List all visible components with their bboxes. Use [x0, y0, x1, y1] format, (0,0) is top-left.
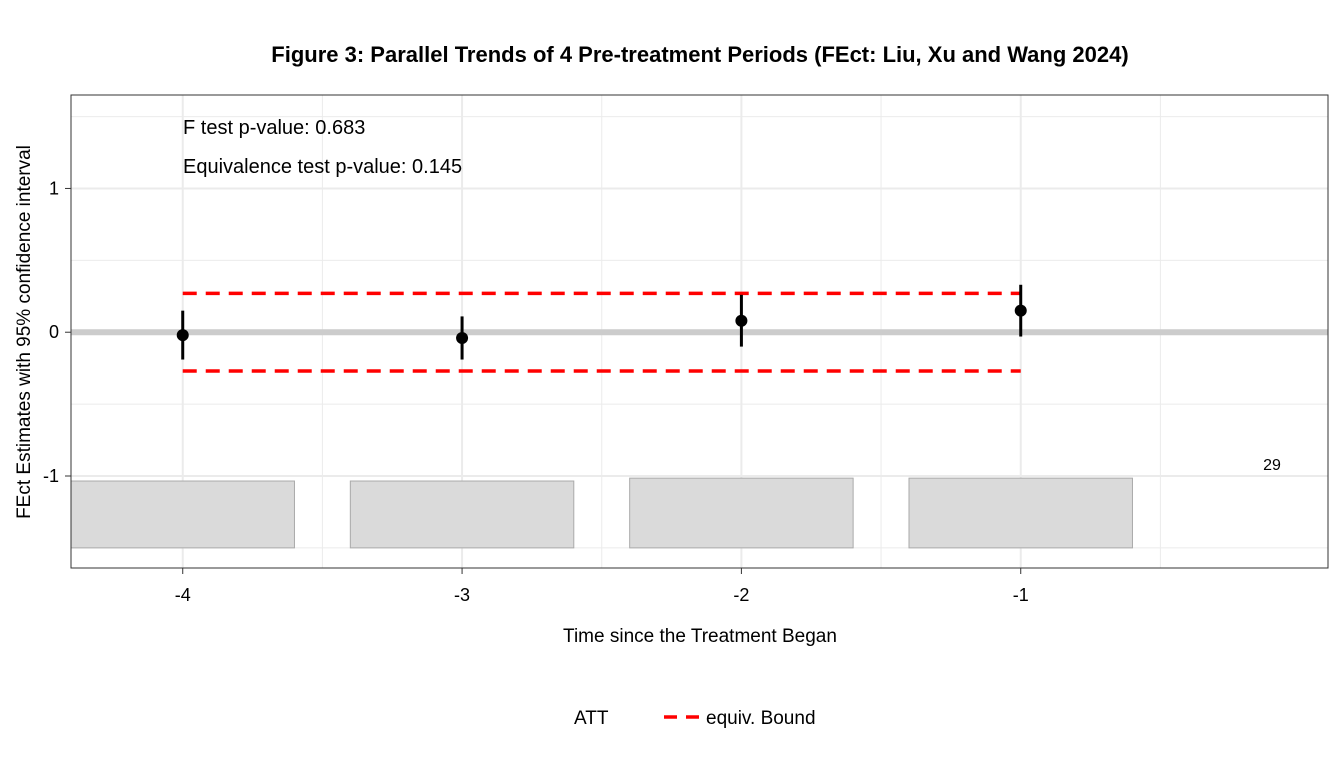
- x-tick-label: -1: [1013, 585, 1029, 605]
- legend-label-att: ATT: [574, 708, 609, 729]
- att-point: [176, 329, 189, 342]
- x-tick-label: -2: [733, 585, 749, 605]
- att-point: [456, 331, 469, 344]
- f-test-annotation: F test p-value: 0.683: [183, 117, 365, 139]
- count-bars: [70, 477, 1133, 549]
- plot-panel-border: [70, 94, 1329, 569]
- y-tick-label: 0: [49, 322, 59, 342]
- count-bar: [349, 480, 575, 549]
- chart-title: Figure 3: Parallel Trends of 4 Pre-treat…: [271, 42, 1128, 67]
- att-point: [1014, 304, 1027, 317]
- equivalence-test-annotation: Equivalence test p-value: 0.145: [183, 156, 462, 178]
- equivalence-bounds: [182, 291, 1021, 373]
- x-axis-title: Time since the Treatment Began: [563, 626, 837, 647]
- att-series: [176, 284, 1027, 360]
- y-axis-ticks: -1 0 1: [43, 178, 71, 486]
- count-bar: [70, 480, 295, 549]
- x-tick-label: -4: [175, 585, 191, 605]
- count-bar: [908, 477, 1133, 549]
- y-axis-title: FEct Estimates with 95% confidence inter…: [14, 145, 35, 519]
- count-max-label: 29: [1263, 457, 1281, 474]
- x-tick-label: -3: [454, 585, 470, 605]
- y-tick-label: 1: [49, 178, 59, 198]
- count-bar: [629, 477, 854, 549]
- legend: ATT equiv. Bound: [574, 708, 816, 729]
- att-point: [735, 314, 748, 327]
- y-tick-label: -1: [43, 466, 59, 486]
- legend-label-equiv-bound: equiv. Bound: [706, 708, 816, 729]
- x-axis-ticks: -4 -3 -2 -1: [175, 568, 1029, 605]
